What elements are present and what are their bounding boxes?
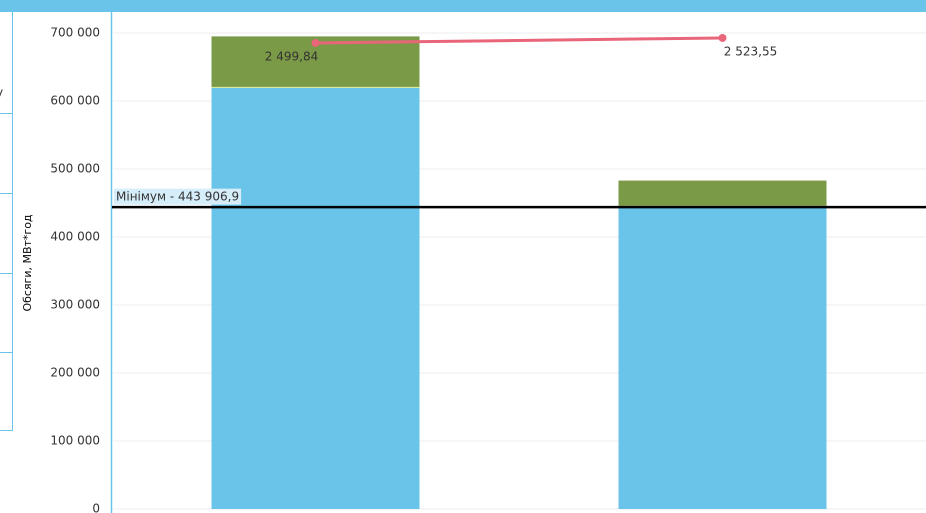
line-point (718, 33, 727, 42)
line-series (315, 36, 723, 45)
header-bar (0, 0, 926, 12)
reference-label: Мінімум - 443 906,9 (116, 190, 239, 204)
bar-segment (618, 180, 827, 207)
y-tick-label: 600 000 (50, 94, 100, 108)
y-tick-label: 300 000 (50, 298, 100, 312)
y-tick-label: 200 000 (50, 366, 100, 380)
data-label: 2 523,55 (724, 44, 777, 58)
bar-segment (211, 87, 420, 510)
reference-label-bg (114, 188, 242, 205)
y-tick-label: 0 (92, 502, 100, 513)
panel-text: у (0, 86, 3, 100)
data-label: 2 499,84 (265, 49, 318, 63)
y-tick-label: 400 000 (50, 230, 100, 244)
line-point (311, 38, 320, 47)
y-axis-label: Обсяги, МВт*год (21, 214, 34, 311)
panel-boxes (0, 113, 12, 431)
y-tick-label: 500 000 (50, 162, 100, 176)
y-tick-label: 700 000 (50, 26, 100, 40)
bar-segment (618, 206, 827, 509)
y-tick-label: 100 000 (50, 434, 100, 448)
